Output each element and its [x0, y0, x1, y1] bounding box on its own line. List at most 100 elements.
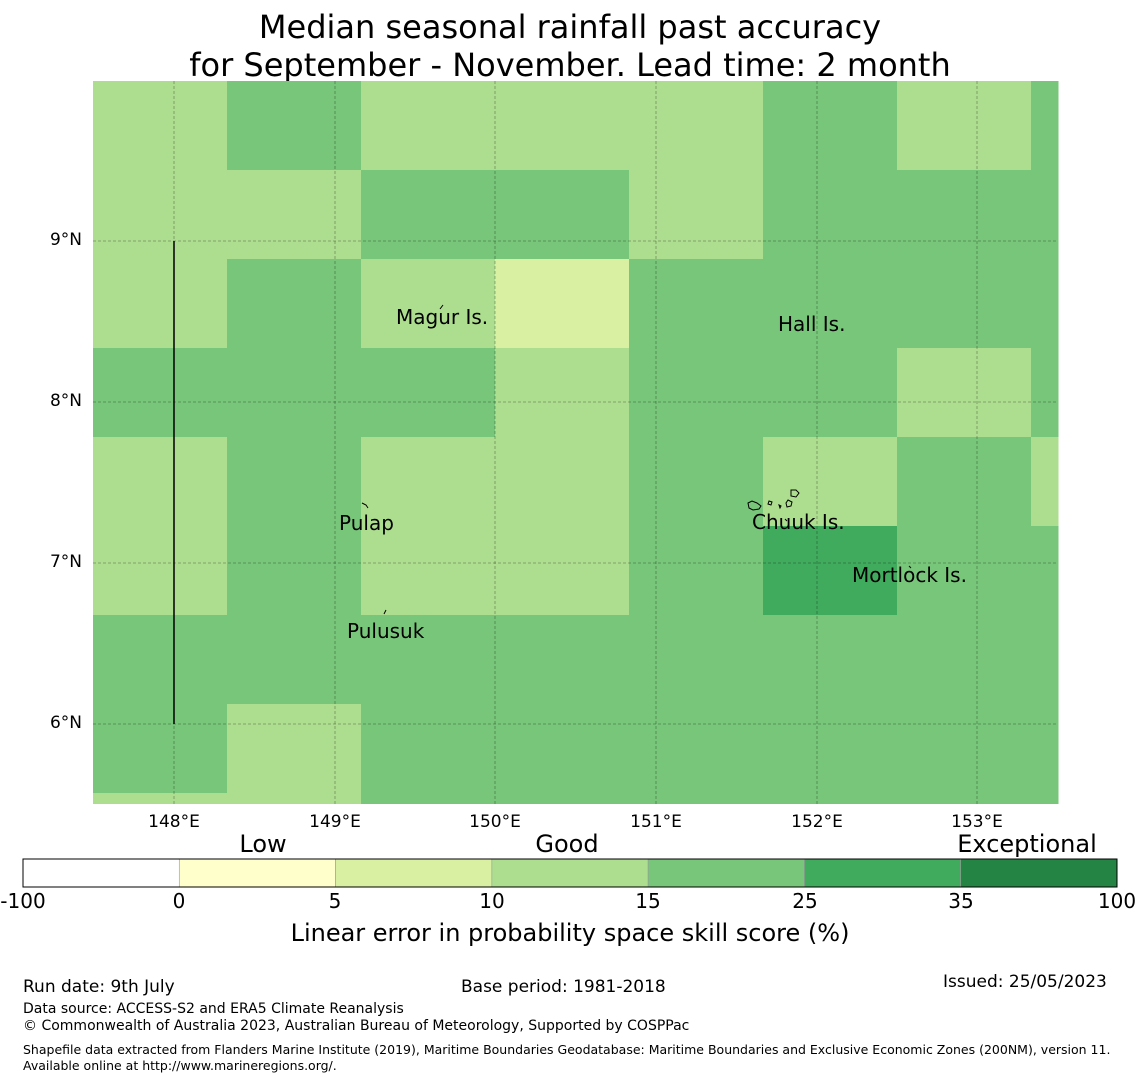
skill-grid-cell — [763, 348, 898, 438]
colorbar-segment — [178, 858, 336, 888]
colorbar-tick-label: -100 — [0, 889, 46, 913]
lat-tick-label: 9°N — [49, 230, 82, 250]
skill-grid-cell — [897, 704, 1032, 794]
skill-grid-cell — [227, 437, 362, 527]
skill-grid-cell — [763, 704, 898, 794]
colorbar-category-exceptional: Exceptional — [957, 830, 1097, 858]
place-label-magur: Magur Is. — [396, 305, 489, 329]
skill-grid-cell — [495, 81, 630, 171]
colorbar-tick-label: 5 — [328, 889, 342, 913]
skill-grid-cell — [93, 170, 228, 260]
mortlock-island-outline — [908, 565, 912, 569]
pulusuk-island-outline — [383, 609, 387, 615]
colorbar-segment — [960, 858, 1118, 888]
skill-grid-cell — [629, 348, 764, 438]
skill-grid-cell — [227, 170, 362, 260]
skill-grid-cell — [495, 259, 630, 349]
magur-island-outline — [439, 304, 444, 310]
colorbar-frame — [22, 858, 1118, 888]
issued-date: Issued: 25/05/2023 — [943, 972, 1107, 992]
skill-grid-cell — [93, 259, 228, 349]
map-title-line-2: for September - November. Lead time: 2 m… — [189, 46, 951, 84]
skill-grid-cell — [361, 437, 496, 527]
skill-grid-cell — [629, 437, 764, 527]
skill-grid-cells — [93, 81, 1059, 804]
lat-tick-label: 6°N — [49, 713, 82, 733]
skill-grid-cell — [227, 348, 362, 438]
skill-grid-cell — [361, 704, 496, 794]
skill-grid-cell — [495, 348, 630, 438]
skill-grid-cell — [629, 526, 764, 616]
skill-grid-cell — [629, 704, 764, 794]
skill-grid-cell — [93, 615, 228, 705]
skill-grid-cell — [93, 437, 228, 527]
skill-grid-cell — [629, 793, 764, 804]
skill-grid-cell — [629, 81, 764, 171]
skill-grid-cell — [1031, 704, 1059, 794]
colorbar-segment — [804, 858, 962, 888]
skill-grid-cell — [227, 793, 362, 804]
map-title-line-1: Median seasonal rainfall past accuracy — [258, 8, 882, 46]
skill-grid-cell — [361, 348, 496, 438]
place-label-chuuk: Chuuk Is. — [752, 510, 845, 534]
lon-tick-label: 150°E — [469, 812, 521, 832]
colorbar-segment — [22, 858, 180, 888]
skill-grid-cell — [1031, 170, 1059, 260]
skill-grid-cell — [1031, 615, 1059, 705]
data-source: Data source: ACCESS-S2 and ERA5 Climate … — [23, 1001, 404, 1017]
skill-grid-cell — [1031, 793, 1059, 804]
colorbar-title: Linear error in probability space skill … — [290, 919, 850, 947]
colorbar-tick-label: 10 — [479, 889, 505, 913]
place-label-pulap: Pulap — [339, 511, 394, 535]
skill-grid-cell — [361, 170, 496, 260]
skill-grid-cell — [1031, 526, 1059, 616]
skill-grid-cell — [495, 793, 630, 804]
skill-grid-cell — [495, 615, 630, 705]
skill-grid-cell — [629, 259, 764, 349]
colorbar-category-low: Low — [239, 830, 287, 858]
skill-grid-cell — [763, 170, 898, 260]
skill-grid-cell — [629, 615, 764, 705]
skill-grid-cell — [629, 170, 764, 260]
skill-grid-cell — [361, 526, 496, 616]
skill-grid-cell — [897, 615, 1032, 705]
lon-tick-label: 151°E — [630, 812, 682, 832]
chuuk-island-outline — [790, 489, 800, 498]
skill-grid-cell — [361, 615, 496, 705]
skill-grid-cell — [1031, 348, 1059, 438]
skill-grid-cell — [93, 81, 228, 171]
colorbar-tick-label: 0 — [172, 889, 186, 913]
lon-tick-label: 149°E — [309, 812, 361, 832]
lat-tick-label: 7°N — [49, 552, 82, 572]
skill-grid-cell — [763, 615, 898, 705]
skill-grid-cell — [897, 526, 1032, 616]
lon-tick-label: 152°E — [791, 812, 843, 832]
skill-grid-cell — [897, 437, 1032, 527]
skill-grid-cell — [897, 81, 1032, 171]
skill-grid-cell — [227, 259, 362, 349]
colorbar — [22, 858, 1118, 888]
pulap-island-outline — [361, 502, 369, 509]
skill-grid-cell — [1031, 437, 1059, 527]
skill-grid-cell — [361, 793, 496, 804]
skill-grid-cell — [763, 793, 898, 804]
run-date: Run date: 9th July — [23, 977, 175, 997]
place-label-hall: Hall Is. — [778, 312, 846, 336]
skill-grid-cell — [897, 170, 1032, 260]
skill-grid-cell — [897, 259, 1032, 349]
skill-grid-cell — [93, 793, 228, 804]
skill-grid-cell — [763, 259, 898, 349]
chuuk-island-outline — [778, 504, 782, 510]
skill-grid-cell — [227, 615, 362, 705]
colorbar-segment — [491, 858, 649, 888]
chuuk-island-outline — [767, 500, 773, 506]
lon-tick-label: 153°E — [951, 812, 1003, 832]
lat-tick-label: 8°N — [49, 391, 82, 411]
skill-grid-cell — [495, 170, 630, 260]
base-period: Base period: 1981-2018 — [461, 977, 666, 997]
shapefile-credit: Shapefile data extracted from Flanders M… — [23, 1042, 1111, 1073]
skill-grid-cell — [763, 81, 898, 171]
skill-grid-cell — [495, 526, 630, 616]
place-label-pulusuk: Pulusuk — [347, 619, 425, 643]
